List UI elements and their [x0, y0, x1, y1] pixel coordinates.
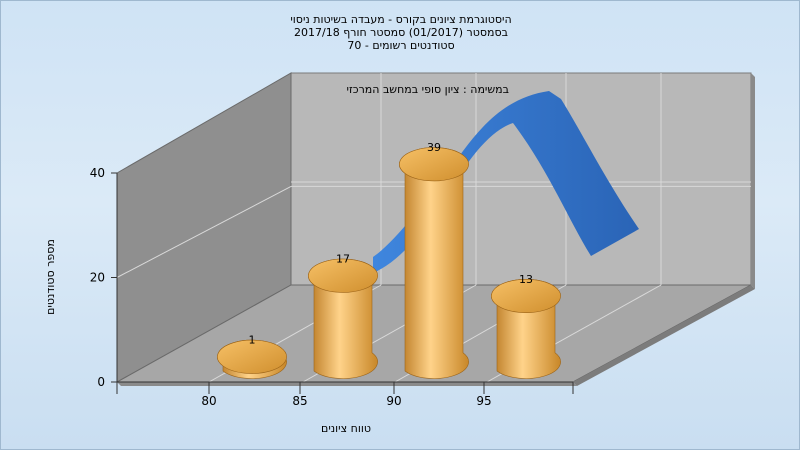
bar-body: [399, 147, 469, 379]
x-ticks: 80 85 90 95: [116, 382, 574, 408]
bar-data-label: 17: [336, 253, 350, 266]
bars-group: 1 17 39 13: [217, 141, 561, 379]
gridline-y-side: [116, 185, 292, 278]
bar-cap: [491, 279, 561, 313]
bar-data-label: 1: [249, 334, 256, 347]
bar-cap: [217, 339, 287, 374]
bar: 1: [217, 334, 287, 379]
bar-data-label: 39: [427, 141, 441, 154]
y-ticks: 0 20 40: [90, 166, 117, 389]
y-tick-label: 0: [97, 375, 105, 389]
front-right-edge: [573, 285, 755, 386]
chart-title-line-3: סטודנטים רשומים - 70: [347, 39, 455, 52]
chart-annotation: במשימה : ציון סופי במחשב המרכזי: [347, 83, 510, 96]
x-tick-label: 80: [201, 394, 216, 408]
x-tick-label: 95: [476, 394, 491, 408]
bar-data-label: 13: [519, 273, 533, 286]
chart-title-line-2: בסמסטר (01/2017) סמסטר חורף 2017/18: [294, 26, 508, 39]
front-edge: [117, 382, 577, 386]
bar: 17: [308, 253, 378, 379]
curve-ribbon: [373, 91, 639, 273]
bar-cap: [399, 147, 469, 182]
right-edge: [751, 73, 755, 289]
chart-title-line-1: היסטוגרמת ציונים בקורס - מעבדה בשיטות ני…: [290, 13, 512, 26]
bar-cap: [308, 258, 378, 293]
y-tick-label: 20: [90, 271, 105, 285]
x-tick-label: 90: [386, 394, 401, 408]
x-axis-title: טווח ציונים: [321, 422, 371, 435]
bar: 13: [491, 273, 561, 379]
y-axis-title: מספר סטודנטים: [44, 239, 57, 315]
x-tick-label: 85: [292, 394, 307, 408]
y-tick-label: 40: [90, 166, 105, 180]
bar: 39: [399, 141, 469, 379]
